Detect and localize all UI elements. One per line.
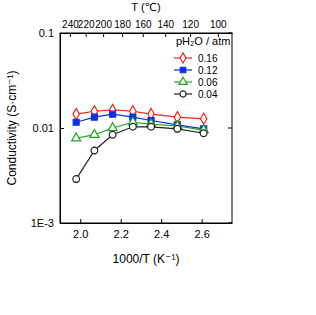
series-marker xyxy=(110,111,116,117)
legend-title: pH₂O / atm xyxy=(176,35,230,47)
tick: 240 xyxy=(62,19,79,37)
tick-label: 140 xyxy=(157,19,174,30)
legend-marker xyxy=(180,53,186,63)
tick: 2.4 xyxy=(154,219,169,240)
series-marker xyxy=(91,147,98,154)
tick-label: 180 xyxy=(114,19,131,30)
tick-mark xyxy=(86,33,87,37)
tick-label: 220 xyxy=(78,19,95,30)
series-marker xyxy=(108,123,117,131)
series-marker xyxy=(91,114,97,120)
tick-label: 2.4 xyxy=(154,228,169,240)
legend-label: 0.12 xyxy=(198,65,218,76)
axis-line xyxy=(61,223,233,224)
legend-item: 0.06 xyxy=(174,77,218,88)
tick: 2.6 xyxy=(194,219,209,240)
tick-label: 2.0 xyxy=(73,228,88,240)
tick: 220 xyxy=(78,19,95,37)
tick-mark xyxy=(143,33,144,37)
tick: 0.01 xyxy=(33,122,64,134)
tick-mark xyxy=(165,33,166,37)
legend-item: 0.04 xyxy=(174,89,218,100)
tick: 140 xyxy=(157,19,174,37)
tick: 200 xyxy=(95,19,112,37)
tick-label: 2.2 xyxy=(114,228,129,240)
x-axis-title: 1000/T (K⁻¹) xyxy=(113,252,180,266)
y-axis-right xyxy=(228,33,232,223)
x-axis: 2.0 2.2 2.4 2.6 xyxy=(61,219,233,240)
series-marker xyxy=(200,113,206,124)
legend-label: 0.04 xyxy=(198,89,218,100)
tick-mark xyxy=(80,219,81,223)
legend: pH₂O / atm 0.160.120.060.04 xyxy=(174,35,230,100)
legend-label: 0.06 xyxy=(198,77,218,88)
series-marker xyxy=(72,133,81,141)
tick: 160 xyxy=(135,19,152,37)
tick-mark xyxy=(60,128,64,129)
tick-label: 100 xyxy=(210,19,227,30)
tick-mark xyxy=(60,223,64,224)
tick-label: 120 xyxy=(182,19,199,30)
tick: 2.2 xyxy=(114,219,129,240)
legend-marker xyxy=(180,67,185,72)
series-marker xyxy=(73,176,80,183)
legend-item: 0.12 xyxy=(174,65,218,76)
tick-mark xyxy=(161,219,162,223)
series-marker xyxy=(174,125,181,132)
tick-label: 2.6 xyxy=(194,228,209,240)
tick: 2.0 xyxy=(73,219,88,240)
legend-label: 0.16 xyxy=(198,53,218,64)
legend-marker xyxy=(180,91,186,97)
y-axis: 1E-3 0.01 0.1 xyxy=(31,27,64,229)
series-marker xyxy=(73,109,79,120)
tick-label: 0.1 xyxy=(39,27,54,39)
tick-mark xyxy=(70,33,71,37)
legend-item: 0.16 xyxy=(174,53,218,64)
tick-mark xyxy=(60,33,64,34)
tick-mark xyxy=(228,128,232,129)
tick-label: 1E-3 xyxy=(31,217,54,229)
series-marker xyxy=(90,129,99,137)
tick-mark xyxy=(103,33,104,37)
x2-axis-title: T (℃) xyxy=(131,1,160,13)
tick-label: 0.01 xyxy=(33,122,54,134)
tick-label: 240 xyxy=(62,19,79,30)
series-group xyxy=(72,104,209,182)
tick: 0.1 xyxy=(39,27,64,39)
tick-mark xyxy=(202,219,203,223)
series-marker xyxy=(129,123,136,130)
series-marker xyxy=(200,130,207,137)
legend-marker xyxy=(179,77,187,84)
tick-label: 200 xyxy=(95,19,112,30)
tick-label: 160 xyxy=(135,19,152,30)
tick-mark xyxy=(122,33,123,37)
tick-mark xyxy=(228,33,232,34)
tick-mark xyxy=(121,219,122,223)
tick: 180 xyxy=(114,19,131,37)
series-line xyxy=(76,127,203,179)
series-marker xyxy=(148,123,155,130)
y-axis-title: Conductivity (S·cm⁻¹) xyxy=(5,70,19,185)
plot-frame xyxy=(60,33,232,223)
tick: 1E-3 xyxy=(31,217,64,229)
tick-mark xyxy=(228,223,232,224)
series-marker xyxy=(109,131,116,138)
series-marker xyxy=(73,119,79,125)
chart: 2.0 2.2 2.4 2.6 240220200180 160 140 120 100 1E-3… xyxy=(0,0,316,315)
